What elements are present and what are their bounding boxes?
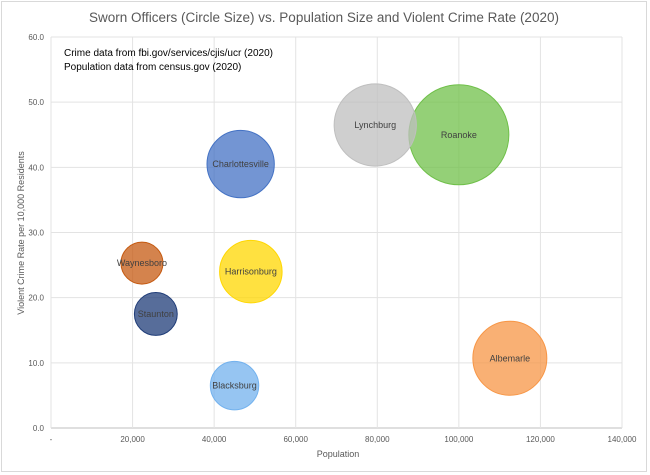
y-tick-label: 0.0 xyxy=(33,424,45,433)
bubble-lynchburg[interactable] xyxy=(333,83,417,167)
bubble-harrisonburg[interactable] xyxy=(219,239,283,304)
bubble-label-lynchburg: Lynchburg xyxy=(354,120,396,130)
annotation-population-source: Population data from census.gov (2020) xyxy=(64,62,241,73)
y-tick-label: 40.0 xyxy=(28,163,44,172)
x-tick-label: 100,000 xyxy=(444,435,473,444)
x-tick-label: 140,000 xyxy=(608,435,637,444)
bubble-blacksburg[interactable] xyxy=(209,360,260,411)
bubble-labels: Waynesboro Staunton Charlottesville Harriso… xyxy=(117,120,530,391)
y-tick-label: 30.0 xyxy=(28,229,44,238)
bubble-label-waynesboro: Waynesboro xyxy=(117,258,167,268)
bubble-label-charlottesville: Charlottesville xyxy=(212,159,269,169)
bubble-label-albemarle: Albemarle xyxy=(490,353,531,363)
y-tick-label: 50.0 xyxy=(28,98,44,107)
chart-title: Sworn Officers (Circle Size) vs. Populat… xyxy=(89,10,559,25)
bubble-charlottesville[interactable] xyxy=(206,129,275,199)
x-axis-title: Population xyxy=(317,449,360,459)
bubbles xyxy=(120,83,548,411)
gridlines xyxy=(50,36,623,429)
bubble-staunton[interactable] xyxy=(133,292,178,336)
y-axis-ticks: 0.0 10.0 20.0 30.0 40.0 50.0 60.0 xyxy=(28,33,44,433)
y-tick-label: 10.0 xyxy=(28,359,44,368)
y-axis-title: Violent Crime Rate per 10,000 Residents xyxy=(16,151,26,315)
y-tick-label: 60.0 xyxy=(28,33,44,42)
bubble-label-staunton: Staunton xyxy=(138,309,174,319)
x-tick-label: 40,000 xyxy=(202,435,227,444)
annotation-crime-source: Crime data from fbi.gov/services/cjis/uc… xyxy=(64,48,273,59)
x-tick-label: 60,000 xyxy=(283,435,308,444)
x-tick-label: 80,000 xyxy=(365,435,390,444)
bubble-label-roanoke: Roanoke xyxy=(441,130,477,140)
y-tick-label: 20.0 xyxy=(28,294,44,303)
bubble-label-blacksburg: Blacksburg xyxy=(212,381,257,391)
bubble-waynesboro[interactable] xyxy=(120,241,164,285)
x-tick-label: - xyxy=(50,435,53,444)
bubble-label-harrisonburg: Harrisonburg xyxy=(225,267,277,277)
x-axis-ticks: - 20,000 40,000 60,000 80,000 100,000 120,000 1… xyxy=(50,435,637,444)
x-tick-label: 120,000 xyxy=(526,435,555,444)
x-tick-label: 20,000 xyxy=(120,435,145,444)
bubble-albemarle[interactable] xyxy=(472,320,548,396)
